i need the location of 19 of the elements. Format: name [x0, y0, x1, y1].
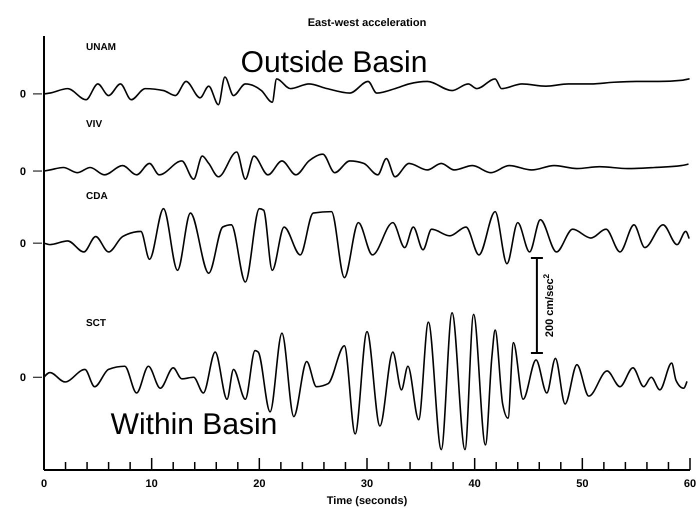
text: UNAM — [86, 42, 116, 53]
x-tick-label: 40 — [468, 478, 481, 490]
text: 0 — [20, 88, 26, 101]
text: VIV — [86, 119, 102, 130]
text: CDA — [86, 191, 108, 202]
x-tick-label: 20 — [253, 478, 266, 490]
annotation: Outside Basin — [240, 46, 428, 79]
text: 0 — [20, 166, 26, 178]
x-axis-title: Time (seconds) — [326, 495, 408, 507]
x-tick-label: 30 — [360, 478, 374, 490]
x-tick-label: 50 — [576, 478, 588, 490]
x-tick-label: 10 — [146, 478, 158, 490]
x-tick-label: 0 — [40, 478, 48, 490]
text: 0 — [20, 372, 26, 384]
chart-title: East-west acceleration — [308, 17, 427, 29]
text: 0 — [20, 238, 26, 250]
x-tick-label: 60 — [684, 478, 696, 490]
text: SCT — [86, 318, 106, 329]
annotation: Within Basin — [110, 408, 278, 441]
